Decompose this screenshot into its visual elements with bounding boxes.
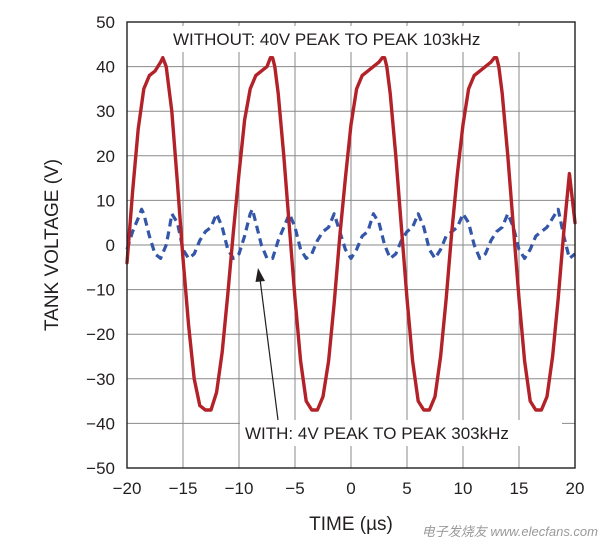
y-tick-label: 30: [96, 102, 115, 121]
annotation-with: WITH: 4V PEAK TO PEAK 303kHz: [245, 424, 509, 443]
y-tick-label: 0: [106, 236, 115, 255]
y-tick-label: −50: [86, 459, 115, 478]
y-tick-labels: 50 40 30 20 10 0 −10 −20 −30 −40 −50: [86, 13, 115, 478]
x-axis-title: TIME (µs): [309, 514, 393, 535]
x-tick-label: −20: [113, 479, 142, 498]
x-tick-label: −15: [169, 479, 198, 498]
annotation-bg-with: [240, 420, 562, 446]
y-axis-title: TANK VOLTAGE (V): [42, 159, 63, 331]
y-tick-label: 50: [96, 13, 115, 32]
y-tick-label: −30: [86, 370, 115, 389]
y-tick-label: −10: [86, 281, 115, 300]
x-tick-label: 15: [510, 479, 529, 498]
series-without-line: [125, 56, 577, 412]
plot-frame: [126, 21, 576, 469]
x-tick-labels: −20 −15 −10 −5 0 5 10 15 20: [113, 479, 585, 498]
x-tick-label: 5: [402, 479, 411, 498]
y-tick-label: 10: [96, 191, 115, 210]
y-tick-label: 40: [96, 58, 115, 77]
x-tick-label: 20: [566, 479, 585, 498]
annotation-without: WITHOUT: 40V PEAK TO PEAK 103kHz: [173, 30, 480, 49]
series-layer: [125, 56, 577, 412]
annotation-bg-without: [168, 26, 540, 52]
y-tick-label: −20: [86, 325, 115, 344]
annotation-arrow: [255, 268, 279, 421]
x-tick-label: −5: [285, 479, 304, 498]
y-tick-label: 20: [96, 147, 115, 166]
x-tick-label: 0: [346, 479, 355, 498]
x-tick-label: −10: [225, 479, 254, 498]
watermark: 电子发烧友 www.elecfans.com: [422, 524, 598, 539]
x-tick-label: 10: [454, 479, 473, 498]
series-with-line: [125, 207, 577, 260]
y-tick-label: −40: [86, 414, 115, 433]
